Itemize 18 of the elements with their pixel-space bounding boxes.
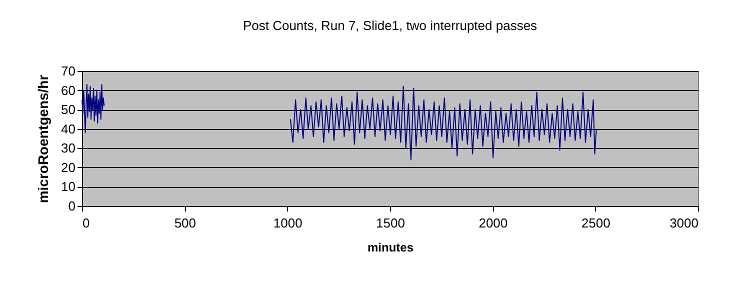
chart-title: Post Counts, Run 7, Slide1, two interrupted passes	[242, 18, 538, 33]
y-tick-label: 0	[68, 198, 76, 214]
x-axis-title: minutes	[367, 240, 414, 254]
y-tick-label: 20	[61, 160, 76, 175]
x-tick-label: 2000	[478, 216, 508, 230]
x-tick-label: 500	[174, 216, 196, 230]
y-tick-label: 10	[61, 179, 76, 194]
x-tick-label: 3000	[670, 216, 698, 230]
x-tick-label: 1500	[376, 216, 405, 230]
x-tick-label: 1000	[273, 216, 302, 230]
y-tick-label: 70	[61, 64, 76, 78]
y-axis-title: microRoentgens/hr	[35, 74, 52, 204]
y-tick-label: 30	[61, 140, 76, 156]
x-tick-label: 2500	[581, 216, 610, 230]
x-tick-label: 0	[82, 216, 90, 230]
y-tick-label: 40	[61, 121, 76, 136]
y-tick-label: 60	[61, 82, 76, 98]
y-tick-label: 50	[61, 102, 76, 118]
